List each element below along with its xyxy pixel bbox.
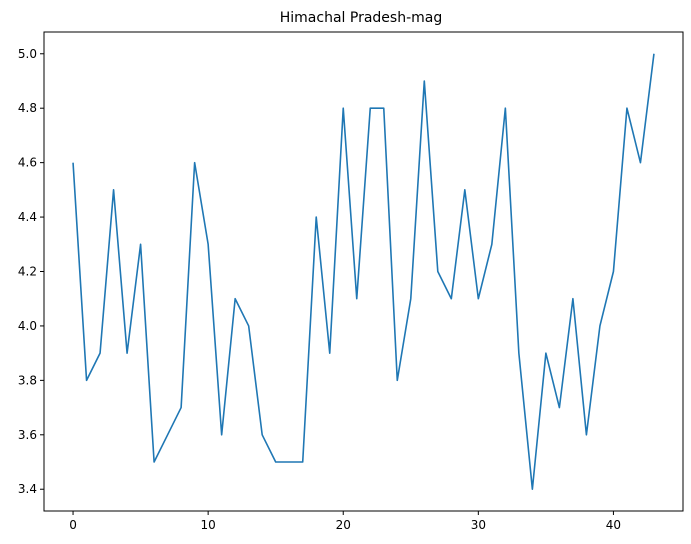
- axes-frame: [43, 31, 684, 512]
- y-tick-label: 5.0: [18, 47, 37, 61]
- x-tick-label: 20: [336, 518, 351, 532]
- x-tick-label: 10: [200, 518, 215, 532]
- y-axis: 3.4 3.6 3.8 4.0 4.2 4.4 4.6 4.8 5.0: [18, 47, 44, 496]
- plot-area: [72, 53, 655, 491]
- series-line: [72, 53, 655, 491]
- x-tick-label: 40: [606, 518, 621, 532]
- x-tick-label: 0: [69, 518, 77, 532]
- x-axis: 0 10 20 30 40: [69, 511, 621, 532]
- y-tick-label: 4.4: [18, 210, 37, 224]
- y-tick-label: 3.6: [18, 428, 37, 442]
- x-tick-label: 30: [471, 518, 486, 532]
- y-tick-label: 3.8: [18, 373, 37, 387]
- y-tick-label: 4.0: [18, 319, 37, 333]
- chart-title: Himachal Pradesh-mag: [280, 10, 442, 26]
- y-tick-label: 3.4: [18, 482, 37, 496]
- y-tick-label: 4.8: [18, 101, 37, 115]
- y-tick-label: 4.2: [18, 265, 37, 279]
- y-tick-label: 4.6: [18, 156, 37, 170]
